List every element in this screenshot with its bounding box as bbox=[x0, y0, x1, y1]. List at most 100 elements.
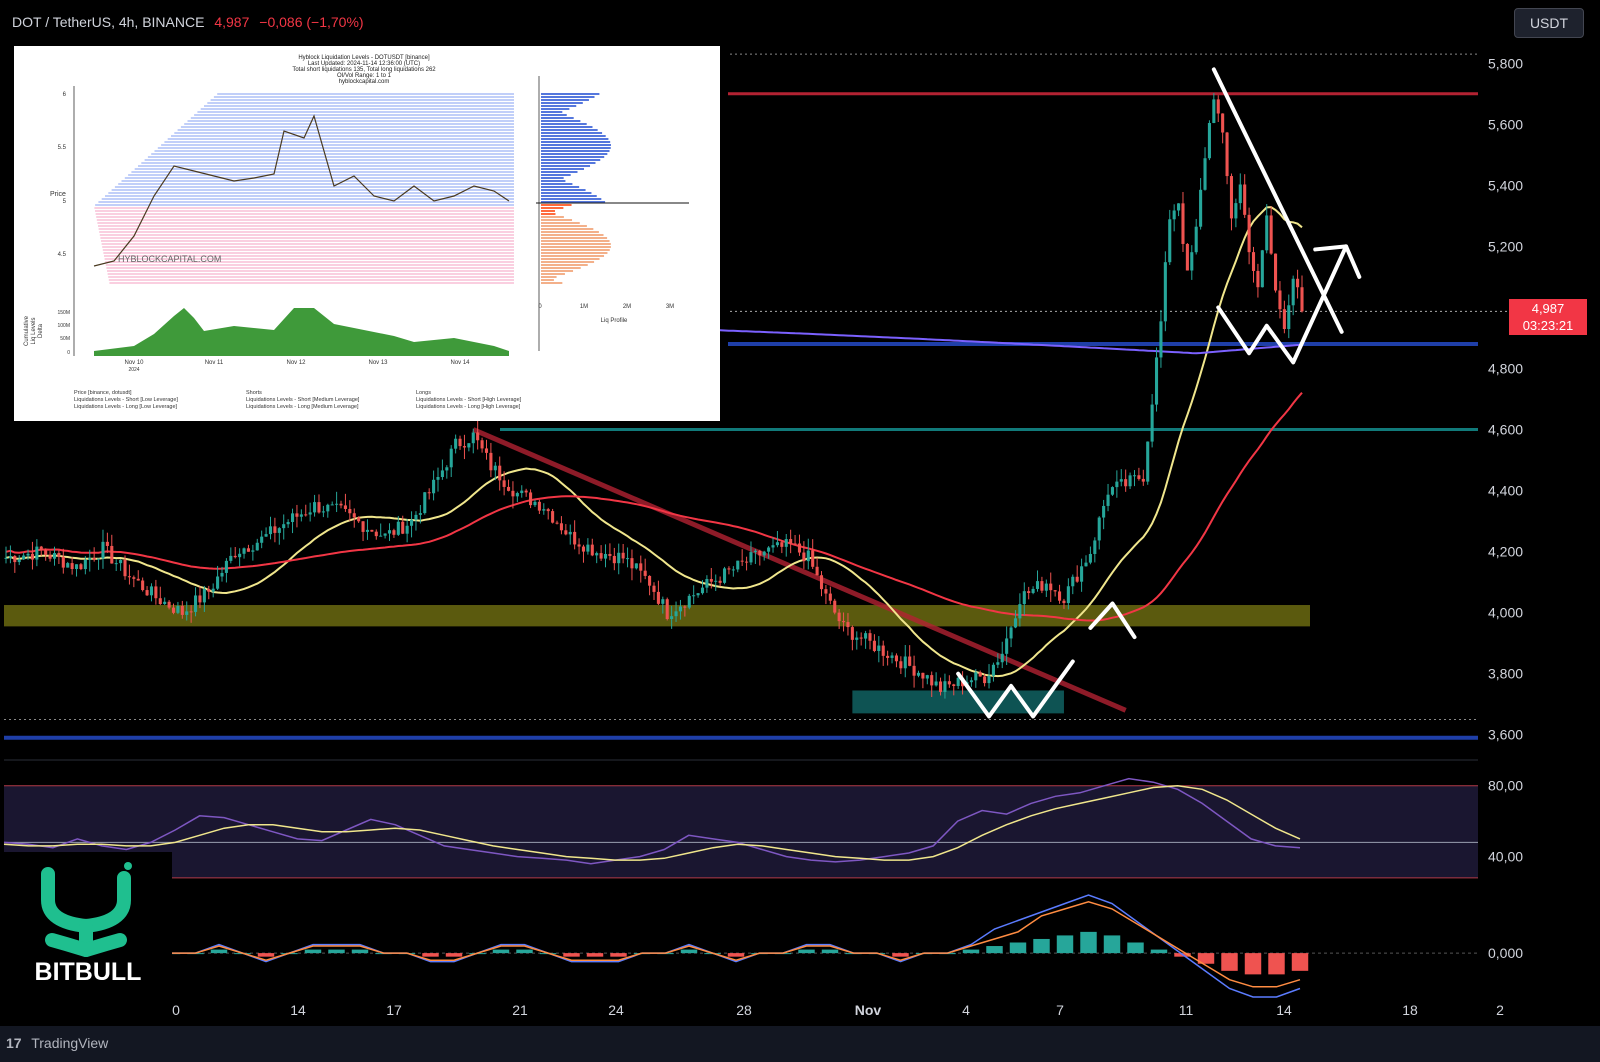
candle-body bbox=[991, 664, 995, 676]
candle-body bbox=[176, 605, 180, 613]
time-tick-label: 28 bbox=[736, 1002, 752, 1018]
candle-body bbox=[374, 531, 378, 537]
candle-body bbox=[440, 470, 444, 478]
candle-body bbox=[533, 501, 537, 506]
candle-body bbox=[925, 675, 929, 679]
candle-body bbox=[1221, 113, 1225, 133]
candle-body bbox=[52, 553, 57, 559]
candle-body bbox=[1088, 553, 1092, 563]
candle-body bbox=[1234, 203, 1238, 219]
candle-body bbox=[392, 530, 396, 535]
candle-body bbox=[974, 672, 978, 681]
symbol-title: DOT / TetherUS, 4h, BINANCE bbox=[12, 14, 205, 30]
candle-body bbox=[1049, 583, 1053, 591]
candle-body bbox=[432, 479, 436, 494]
candle-body bbox=[361, 521, 365, 532]
candle-body bbox=[780, 542, 784, 547]
macd-histogram-bar bbox=[821, 949, 839, 954]
candle-body bbox=[8, 556, 12, 558]
candle-body bbox=[859, 637, 863, 639]
macd-histogram-bar bbox=[1244, 953, 1262, 975]
inset-title-line: OI/Vol Range: 1 to 1 bbox=[337, 73, 392, 79]
candle-body bbox=[335, 503, 339, 505]
candle-body bbox=[1265, 215, 1269, 251]
candle-body bbox=[1300, 287, 1304, 312]
candle-body bbox=[639, 563, 643, 571]
candle-body bbox=[837, 612, 841, 622]
candle-body bbox=[189, 611, 193, 613]
candle-body bbox=[30, 553, 34, 560]
macd-histogram-bar bbox=[1033, 938, 1050, 954]
candle-body bbox=[916, 672, 921, 676]
candle-body bbox=[88, 557, 92, 560]
candle-body bbox=[886, 655, 890, 658]
candle-body bbox=[670, 616, 674, 620]
candle-body bbox=[934, 681, 938, 686]
candle-body bbox=[1119, 479, 1123, 482]
macd-pane: 0,000 bbox=[163, 894, 1523, 998]
tradingview-brand[interactable]: 17 TradingView bbox=[6, 1035, 108, 1051]
header-price: 4,987 bbox=[214, 14, 250, 30]
candle-body bbox=[387, 530, 392, 534]
candle-body bbox=[1141, 478, 1145, 482]
rsi-tick-label: 40,00 bbox=[1488, 849, 1523, 865]
downtrend-line bbox=[472, 427, 1127, 713]
candle-body bbox=[956, 677, 960, 686]
price-tick-label: 3,800 bbox=[1488, 666, 1523, 682]
currency-button[interactable]: USDT bbox=[1514, 8, 1584, 38]
candle-body bbox=[458, 438, 462, 447]
candle-body bbox=[149, 586, 154, 596]
candle-body bbox=[1150, 404, 1154, 442]
candle-body bbox=[423, 492, 427, 514]
candle-body bbox=[947, 681, 951, 685]
candle-body bbox=[251, 550, 255, 552]
candle-body bbox=[163, 601, 167, 605]
candle-body bbox=[1256, 270, 1260, 288]
inset-sub-label: Delta bbox=[38, 323, 44, 338]
drawing-overlays bbox=[956, 67, 1362, 719]
inset-title-line: Total short liquidations 135, Total long… bbox=[292, 67, 436, 73]
candle-body bbox=[1291, 278, 1295, 306]
candle-body bbox=[198, 595, 202, 603]
candle-body bbox=[171, 607, 176, 613]
logo-text: BITBULL bbox=[35, 958, 142, 986]
macd-histogram-bar bbox=[257, 953, 275, 957]
candle-body bbox=[220, 572, 224, 577]
candle-body bbox=[308, 512, 312, 515]
candle-body bbox=[612, 555, 616, 564]
candle-body bbox=[476, 432, 480, 441]
candle-body bbox=[26, 553, 30, 556]
inset-sub-label: Liq Levels bbox=[31, 317, 37, 344]
tradingview-logo-icon: 17 bbox=[6, 1035, 22, 1051]
candle-body bbox=[1044, 583, 1048, 591]
candle-body bbox=[1102, 505, 1106, 518]
candle-body bbox=[1260, 250, 1264, 288]
macd-histogram-bar bbox=[1221, 953, 1238, 971]
macd-signal-line bbox=[172, 901, 1301, 988]
candle-body bbox=[119, 559, 123, 564]
candle-body bbox=[238, 553, 242, 558]
candle-body bbox=[1132, 475, 1137, 477]
candle-body bbox=[683, 606, 687, 608]
candle-body bbox=[202, 588, 206, 603]
candle-body bbox=[405, 525, 409, 534]
candle-body bbox=[987, 675, 991, 684]
candle-body bbox=[1031, 588, 1035, 593]
inset-y-tick: 5.5 bbox=[58, 145, 67, 151]
candle-body bbox=[793, 543, 797, 545]
w-pattern-upper bbox=[1216, 244, 1349, 365]
time-tick-label: 0 bbox=[172, 1002, 180, 1018]
candle-body bbox=[546, 509, 550, 512]
time-tick-label: 4 bbox=[962, 1002, 970, 1018]
candle-body bbox=[1190, 252, 1194, 271]
candle-body bbox=[1296, 278, 1300, 288]
inset-legend-entry: Liquidations Levels - Long [Medium Lever… bbox=[246, 404, 359, 410]
candle-body bbox=[370, 529, 374, 532]
candle-body bbox=[969, 680, 973, 683]
candle-body bbox=[330, 504, 334, 506]
last-price-tag: 4,987 03:23:21 bbox=[1509, 299, 1587, 335]
time-tick-label: 21 bbox=[512, 1002, 528, 1018]
inset-x-tick: Nov 10 bbox=[124, 360, 144, 366]
descending-line bbox=[1211, 67, 1344, 334]
macd-histogram-bar bbox=[1291, 953, 1309, 971]
